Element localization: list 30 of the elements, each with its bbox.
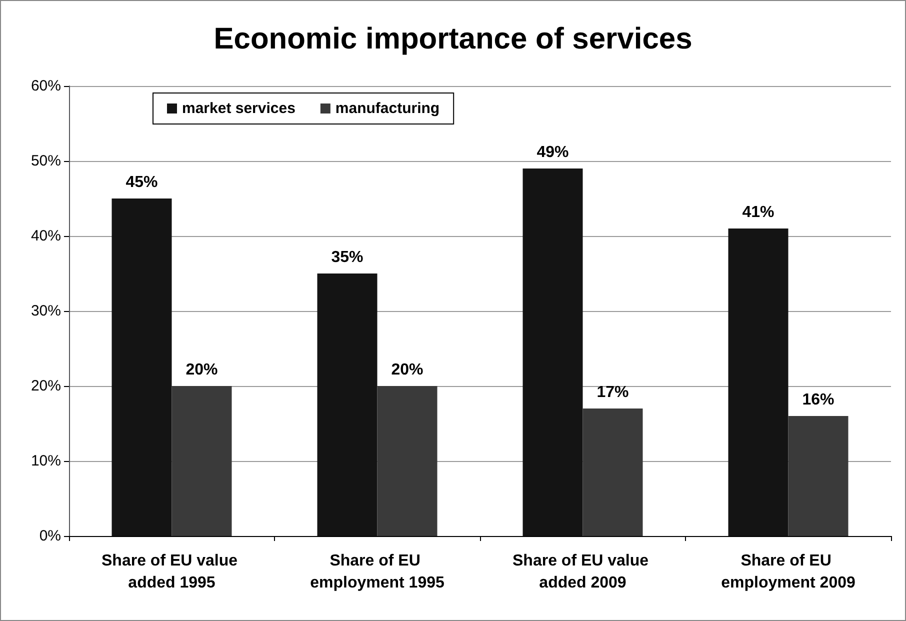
data-label: 20% [391,362,424,378]
bar [582,408,643,536]
y-tick-label: 50% [30,152,61,170]
y-tick-label: 10% [30,452,61,470]
bar [788,416,848,536]
legend-label: manufacturing [335,100,440,117]
bar [172,386,232,536]
chart-title: Economic importance of services [214,22,692,56]
y-tick-label: 30% [30,302,61,320]
data-label: 16% [802,392,834,408]
x-tick-label: Share of EU value added 2009 [512,552,653,592]
bar [317,274,378,536]
x-tick-label: Share of EU employment 1995 [310,552,444,592]
bar [522,168,583,536]
bar [728,228,788,536]
y-tick-label: 20% [30,378,61,394]
data-label: 41% [742,204,774,221]
data-label: 49% [536,144,569,161]
y-tick-label: 40% [30,228,61,244]
data-label: 35% [331,249,364,266]
x-tick-label: Share of EU employment 2009 [721,552,856,592]
data-label: 20% [186,362,218,378]
bar [112,198,172,536]
y-tick-label: 60% [30,78,61,94]
data-label: 17% [596,384,629,401]
bar [377,386,438,536]
x-tick-label: Share of EU value added 1995 [102,552,242,592]
data-label: 45% [126,174,158,191]
legend-label: market services [182,100,296,117]
y-tick-label: 0% [39,528,61,544]
